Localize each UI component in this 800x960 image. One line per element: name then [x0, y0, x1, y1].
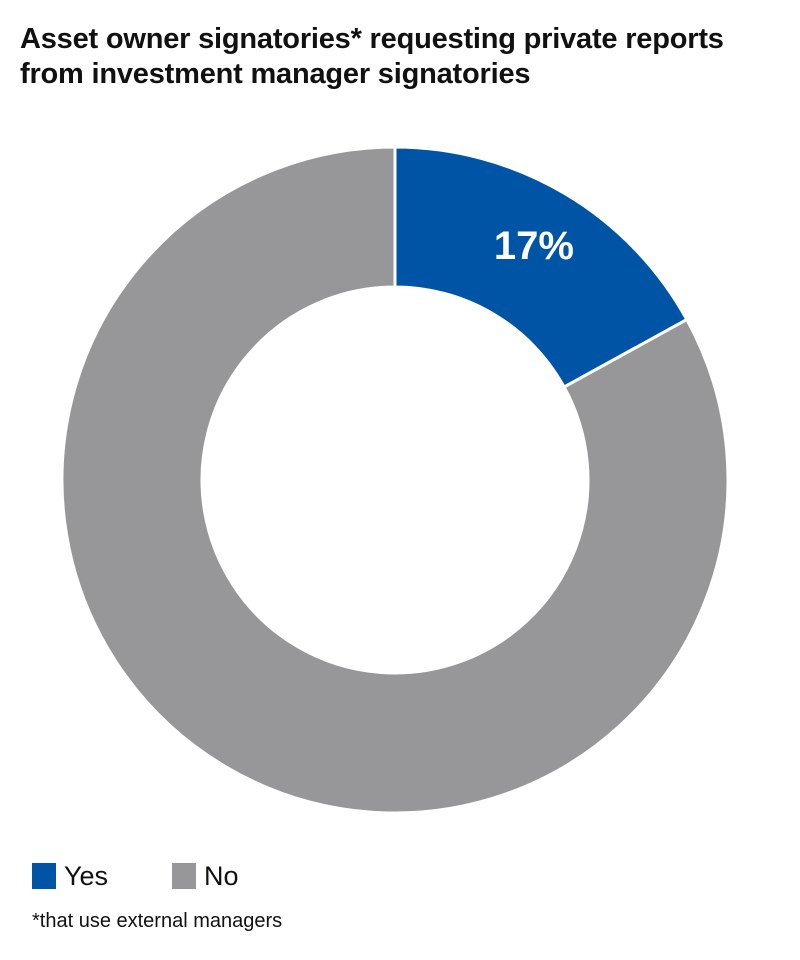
legend-label-yes: Yes — [64, 861, 109, 891]
donut-slice-yes — [393, 145, 689, 390]
donut-data-labels: 17% — [494, 224, 574, 268]
legend-swatch-yes — [32, 863, 56, 889]
chart-footnote: *that use external managers — [32, 910, 283, 932]
donut-chart: 17% — [60, 145, 730, 815]
legend-item-no: No — [172, 861, 239, 891]
donut-slices — [60, 145, 730, 815]
legend-label-no: No — [204, 861, 239, 891]
chart-title-line-1: Asset owner signatories* requesting priv… — [20, 23, 724, 55]
chart-legend: Yes No — [32, 861, 303, 891]
chart-title: Asset owner signatories* requesting priv… — [20, 22, 780, 92]
legend-swatch-no — [172, 863, 197, 889]
data-label-yes: 17% — [494, 224, 574, 268]
donut-slice-no — [60, 145, 730, 815]
chart-title-line-2: from investment manager signatories — [20, 58, 531, 90]
legend-item-yes: Yes — [32, 861, 108, 891]
